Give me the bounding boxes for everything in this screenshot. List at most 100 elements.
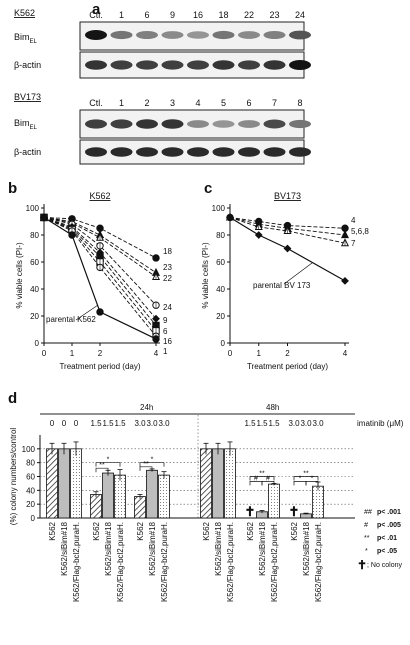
actin-band — [187, 147, 209, 157]
bar — [90, 494, 102, 519]
y-axis-label: (%) colony numbers/control — [9, 428, 18, 526]
dose-value: 1.5 — [102, 419, 114, 428]
bim-band — [263, 119, 286, 129]
y-tick-label: 100 — [212, 204, 226, 213]
dose-value: 1.5 — [268, 419, 280, 428]
lane-label: 22 — [244, 10, 254, 20]
no-colony-text: ; No colony — [367, 562, 403, 569]
y-tick-label: 0 — [221, 339, 226, 348]
lane-label: 16 — [193, 10, 203, 20]
series-label: 16 — [163, 337, 172, 346]
x-category-label: K562 — [202, 521, 211, 540]
y-tick-label: 60 — [30, 258, 39, 267]
bim-band — [187, 31, 209, 39]
x-tick-label: 0 — [228, 349, 233, 358]
series-line — [43, 217, 157, 332]
blot1-cell-line: K562 — [14, 8, 35, 18]
dose-value: 3.0 — [288, 419, 300, 428]
significance-mark: * — [311, 475, 314, 482]
series-label: parental BV 173 — [253, 281, 311, 290]
actin-band — [110, 60, 133, 70]
y-axis-label: % viable cells (PI-) — [201, 242, 210, 309]
bar — [70, 448, 82, 519]
lane-label: 4 — [195, 98, 200, 108]
y-tick-label: 100 — [22, 445, 36, 454]
bar — [200, 448, 212, 519]
blot2-bim-label: BimEL — [14, 118, 38, 131]
bar — [58, 448, 70, 519]
x-category-label: K562/Flag-bcl2,puraH. — [314, 522, 323, 602]
significance-legend: ## p< .001 # p< .005 ** p< .01 * p< .05 … — [357, 509, 403, 572]
lane-label: 5 — [221, 98, 226, 108]
bim-band — [187, 120, 209, 128]
x-category-label: K562 — [290, 521, 299, 540]
x-axis-label: Treatment period (day) — [247, 362, 328, 371]
chart-title: K562 — [89, 191, 110, 201]
significance-mark: ** — [303, 471, 309, 478]
actin-band — [85, 60, 107, 70]
dose-value: 3.0 — [158, 419, 170, 428]
significance-mark: ** — [99, 462, 105, 469]
x-category-label: K562/siBim#18 — [302, 521, 311, 575]
bim-band — [161, 119, 184, 129]
bim-band — [212, 120, 235, 128]
actin-band — [136, 60, 158, 70]
y-tick-label: 40 — [26, 486, 35, 495]
blot1-lane-labels: Ctl. 1 6 9 16 18 22 23 24 — [89, 10, 305, 20]
legend-symbol-4: * — [365, 548, 368, 555]
y-tick-label: 60 — [216, 258, 225, 267]
legend-symbol-3: ** — [364, 535, 370, 542]
x-category-label: K562/Flag-bcl2,puraH. — [72, 522, 81, 602]
legend-symbol-2: # — [364, 522, 368, 529]
series-label: 23 — [163, 263, 172, 272]
actin-band — [85, 147, 107, 157]
blot1-bands — [85, 30, 311, 70]
y-tick-label: 20 — [30, 312, 39, 321]
panel-c-label: c — [204, 180, 212, 197]
dose-value: 0 — [74, 419, 79, 428]
series-line — [43, 217, 157, 278]
y-axis-label: % viable cells (PI-) — [15, 242, 24, 309]
lane-label: Ctl. — [89, 98, 103, 108]
bar — [102, 472, 114, 519]
x-category-label: K562 — [92, 521, 101, 540]
bar — [46, 448, 58, 519]
x-category-label: K562/siBim#18 — [258, 521, 267, 575]
label-leader — [75, 304, 99, 321]
actin-band — [212, 147, 235, 157]
series-line — [43, 217, 157, 306]
lane-label: 3 — [170, 98, 175, 108]
x-tick-label: 2 — [285, 349, 290, 358]
significance-mark: * — [107, 457, 110, 464]
dose-value: 1.5 — [114, 419, 126, 428]
actin-band — [238, 60, 260, 70]
actin-band — [161, 60, 184, 70]
actin-band — [187, 60, 209, 70]
group-48h-label: 48h — [266, 403, 279, 412]
significance-mark: # — [254, 475, 258, 482]
dose-value: 1.5 — [244, 419, 256, 428]
blot1-actin-label: β-actin — [14, 60, 41, 70]
viability-chart-bv173: 0 20 40 60 80 100 0 1 2 4 Treatment period (day) % … — [201, 191, 369, 371]
actin-band — [136, 147, 158, 157]
series-line — [43, 216, 157, 340]
legend-symbol-1: ## — [364, 509, 372, 516]
series-line — [229, 216, 346, 282]
x-tick-label: 0 — [42, 349, 47, 358]
x-category-label: K562/siBim#18 — [104, 521, 113, 575]
blot2-bands — [85, 119, 311, 157]
significance-mark: # — [266, 475, 270, 482]
x-category-label: K562 — [246, 521, 255, 540]
actin-band — [263, 60, 286, 70]
no-colony-icon: ✝ — [357, 558, 367, 572]
series-label: 18 — [163, 247, 172, 256]
legend-text-2: p< .005 — [377, 522, 401, 529]
series-label: 7 — [351, 239, 356, 248]
significance-bracket — [249, 476, 275, 481]
bim-band — [136, 119, 158, 129]
lane-label: 1 — [119, 10, 124, 20]
actin-band — [263, 147, 286, 157]
significance-bracket — [139, 462, 165, 467]
